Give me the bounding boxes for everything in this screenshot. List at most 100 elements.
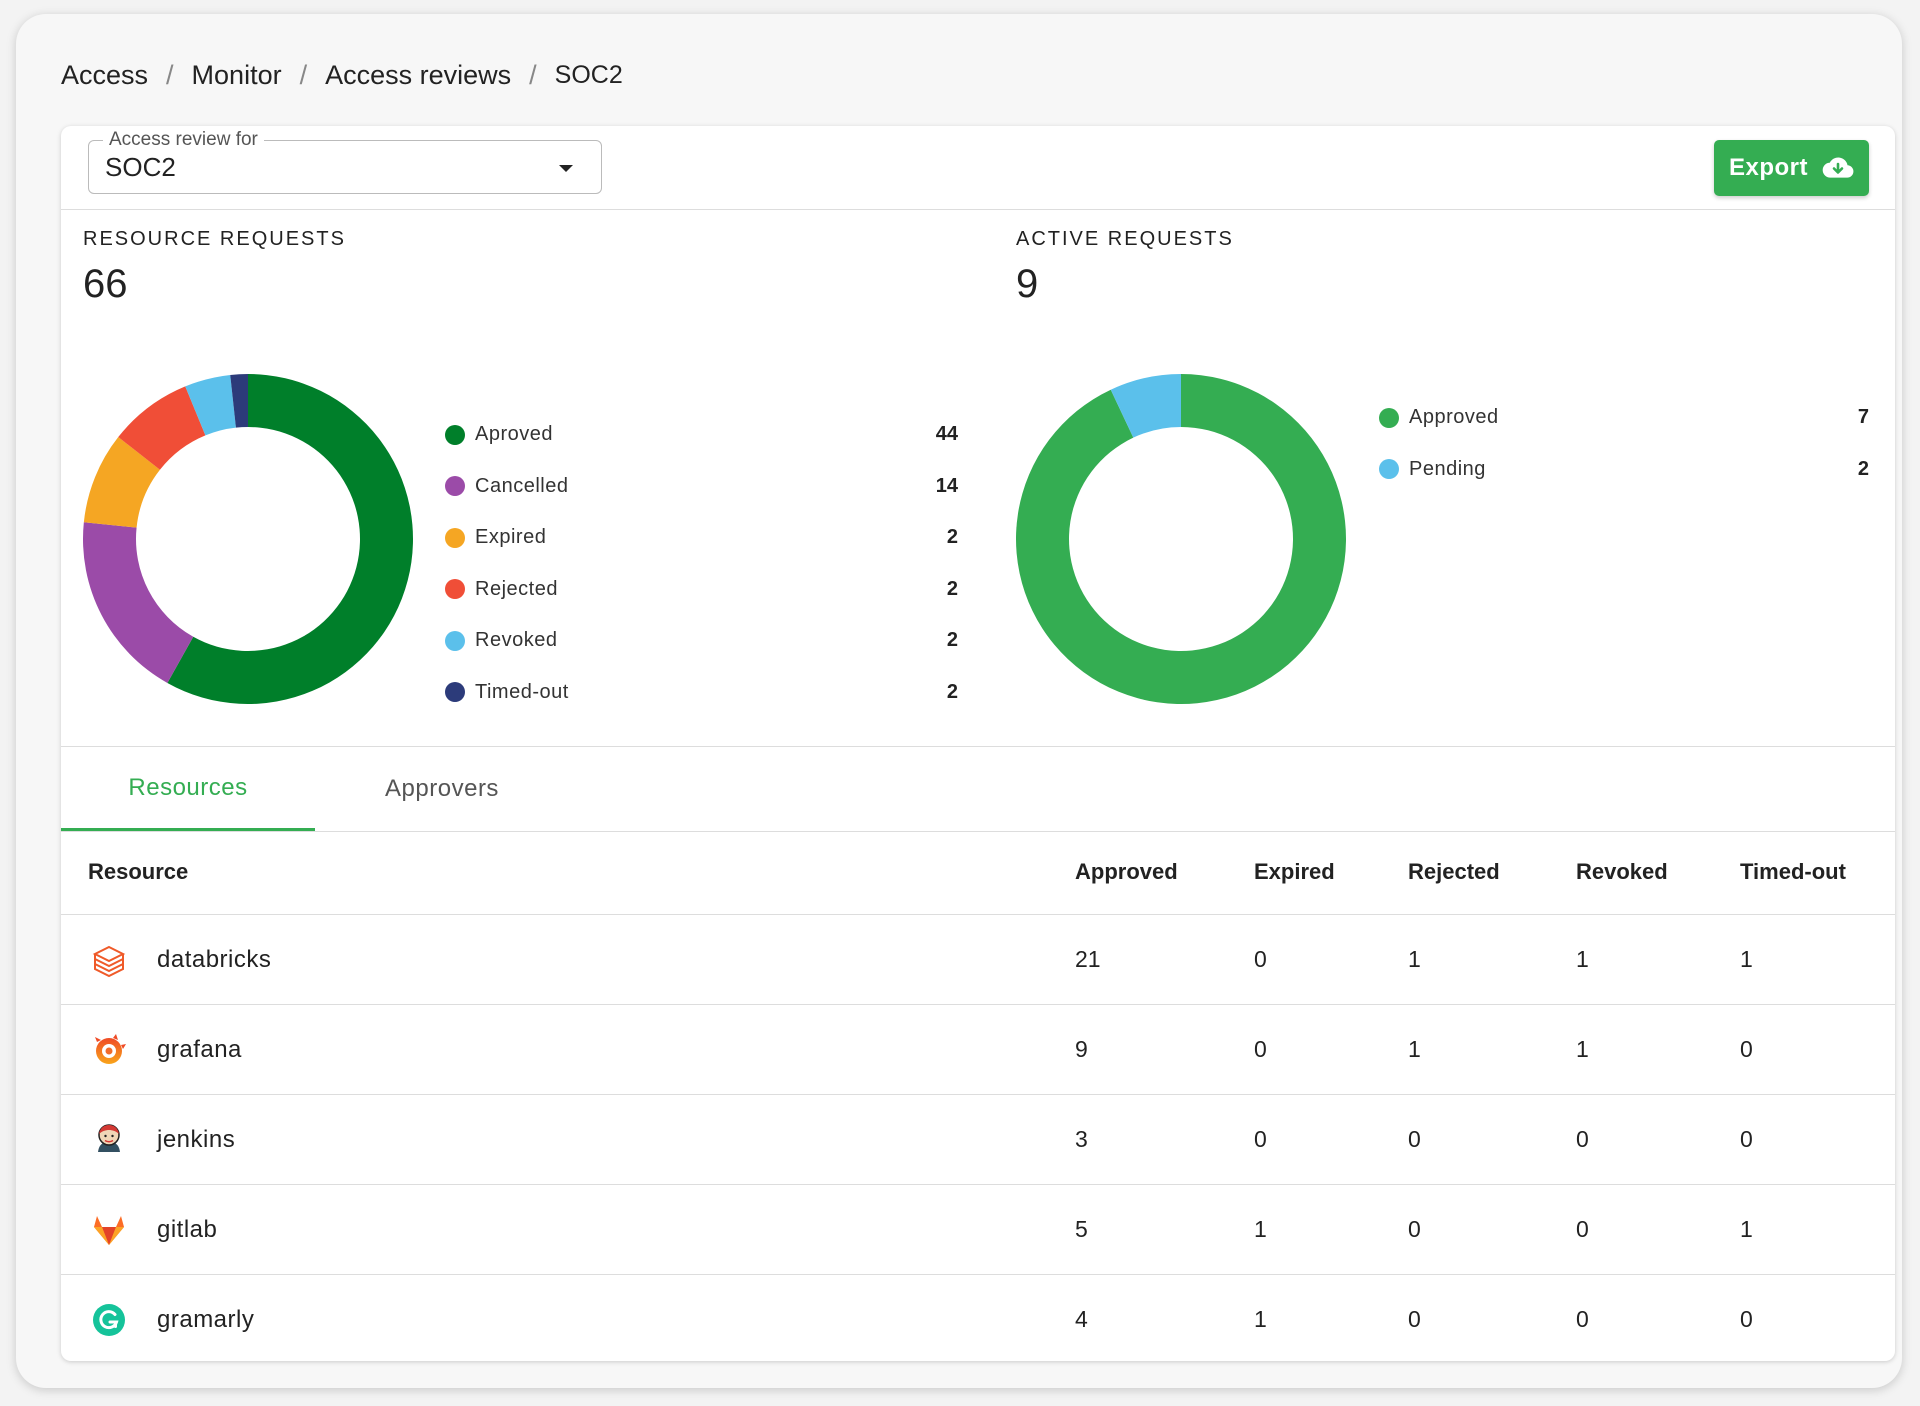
- legend-dot-icon: [445, 527, 465, 548]
- resources-table: Resource Approved Expired Rejected Revok…: [61, 830, 1895, 1361]
- resource-requests-slice-cancelled: [83, 522, 194, 683]
- table-row[interactable]: gitlab 5 1 0 0 1: [61, 1185, 1895, 1275]
- cell-revoked: 0: [1576, 1306, 1589, 1332]
- cell-timed-out: 0: [1740, 1036, 1753, 1062]
- active-requests-legend: Approved 7 Pending 2: [1379, 392, 1869, 495]
- column-expired: Expired: [1254, 859, 1335, 884]
- resource-requests-slice-aproved: [167, 374, 413, 704]
- caret-down-icon: [559, 165, 573, 172]
- table-row[interactable]: databricks 21 0 1 1 1: [61, 915, 1895, 1005]
- cell-expired: 1: [1254, 1306, 1267, 1332]
- cell-expired: 0: [1254, 1036, 1267, 1062]
- access-review-select[interactable]: Access review for SOC2: [88, 129, 602, 194]
- active-requests-slice-pending: [1110, 374, 1181, 438]
- resource-name: databricks: [157, 945, 272, 973]
- resource-requests-slice-timed-out: [230, 374, 248, 428]
- legend-dot-icon: [1379, 459, 1399, 480]
- grafana-icon: [95, 1034, 126, 1064]
- cell-revoked: 1: [1576, 946, 1589, 972]
- resource-name: gitlab: [157, 1215, 218, 1243]
- breadcrumb-separator: /: [166, 60, 174, 90]
- resource-requests-legend-count: 2: [946, 526, 958, 549]
- resource-requests-legend-label: Expired: [475, 526, 547, 549]
- cell-revoked: 0: [1576, 1216, 1589, 1242]
- resource-requests-legend-label: Timed-out: [475, 680, 569, 703]
- cell-approved: 9: [1075, 1036, 1088, 1062]
- table-header: Resource Approved Expired Rejected Revok…: [61, 830, 1895, 915]
- resource-requests-legend-count: 2: [946, 629, 958, 652]
- cell-timed-out: 0: [1740, 1126, 1753, 1152]
- legend-dot-icon: [1379, 407, 1399, 428]
- active-requests-legend-label: Pending: [1409, 457, 1486, 480]
- column-revoked: Revoked: [1576, 859, 1668, 884]
- grammarly-icon: [93, 1304, 125, 1336]
- breadcrumb: Access / Monitor / Access reviews / SOC2: [61, 60, 623, 91]
- cloud-download-icon: [1822, 157, 1854, 178]
- resource-requests-donut: [83, 374, 413, 704]
- legend-dot-icon: [445, 424, 465, 445]
- resource-requests-legend-item: Aproved 44: [445, 409, 958, 461]
- tab-bar: Resources Approvers: [61, 746, 1895, 832]
- gitlab-icon: [94, 1216, 124, 1245]
- tab-resources[interactable]: Resources: [61, 747, 315, 831]
- table-row[interactable]: gramarly 4 1 0 0 0: [61, 1275, 1895, 1361]
- resource-name: grafana: [157, 1035, 242, 1063]
- column-approved: Approved: [1075, 859, 1178, 884]
- active-requests-legend-item: Approved 7: [1379, 392, 1869, 444]
- breadcrumb-separator: /: [299, 60, 308, 90]
- resource-requests-legend-item: Timed-out 2: [445, 667, 958, 719]
- resource-requests-legend: Aproved 44 Cancelled 14 Expired 2 Rejected 2 Rev…: [445, 409, 958, 718]
- cell-expired: 0: [1254, 1126, 1267, 1152]
- legend-dot-icon: [445, 630, 465, 651]
- active-requests-legend-item: Pending 2: [1379, 444, 1869, 496]
- cell-approved: 5: [1075, 1216, 1088, 1242]
- review-toolbar: Access review for SOC2 Export: [61, 126, 1895, 210]
- resource-requests-legend-count: 14: [935, 474, 958, 497]
- access-review-select-value: SOC2: [105, 152, 176, 182]
- resource-requests-legend-item: Expired 2: [445, 512, 958, 564]
- cell-expired: 1: [1254, 1216, 1267, 1242]
- active-requests-legend-count: 7: [1857, 406, 1869, 429]
- legend-dot-icon: [445, 682, 465, 703]
- active-requests-legend-count: 2: [1857, 457, 1869, 480]
- cell-revoked: 0: [1576, 1126, 1589, 1152]
- resource-requests-legend-label: Rejected: [475, 577, 558, 600]
- access-review-card: Access review for SOC2 Export RESOURCE R…: [61, 126, 1895, 1361]
- resource-requests-legend-count: 2: [946, 577, 958, 600]
- resource-requests-slice-rejected: [118, 386, 206, 470]
- table-row[interactable]: jenkins 3 0 0 0 0: [61, 1095, 1895, 1185]
- table-row[interactable]: grafana 9 0 1 1 0: [61, 1005, 1895, 1095]
- resource-requests-legend-item: Revoked 2: [445, 615, 958, 667]
- resource-requests-slice-expired: [83, 437, 160, 528]
- resource-requests-legend-item: Rejected 2: [445, 564, 958, 616]
- cell-timed-out: 1: [1740, 1216, 1753, 1242]
- breadcrumb-current: SOC2: [554, 61, 623, 89]
- databricks-icon: [92, 945, 126, 978]
- cell-rejected: 0: [1408, 1216, 1421, 1242]
- resource-requests-legend-label: Aproved: [475, 423, 553, 446]
- legend-dot-icon: [445, 476, 465, 497]
- export-button[interactable]: Export: [1714, 140, 1869, 196]
- cell-approved: 4: [1075, 1306, 1088, 1332]
- cell-rejected: 1: [1408, 1036, 1421, 1062]
- active-requests-title: ACTIVE REQUESTS: [1016, 228, 1234, 250]
- resource-requests-title: RESOURCE REQUESTS: [83, 228, 346, 250]
- cell-rejected: 1: [1408, 946, 1421, 972]
- resource-name: jenkins: [157, 1125, 236, 1153]
- cell-expired: 0: [1254, 946, 1267, 972]
- access-review-select-label: Access review for: [103, 129, 264, 151]
- app-window: Access / Monitor / Access reviews / SOC2…: [16, 14, 1902, 1388]
- active-requests-donut: [1016, 374, 1346, 704]
- legend-dot-icon: [445, 579, 465, 600]
- breadcrumb-access-reviews[interactable]: Access reviews: [325, 60, 512, 90]
- export-button-label: Export: [1728, 154, 1808, 181]
- jenkins-icon: [98, 1124, 120, 1152]
- resource-requests-legend-label: Revoked: [475, 629, 558, 652]
- resource-requests-legend-count: 44: [935, 423, 958, 446]
- active-requests-legend-label: Approved: [1409, 406, 1499, 429]
- breadcrumb-access[interactable]: Access: [61, 60, 149, 90]
- cell-approved: 21: [1075, 946, 1101, 972]
- breadcrumb-monitor[interactable]: Monitor: [191, 60, 282, 90]
- tab-approvers[interactable]: Approvers: [385, 775, 499, 802]
- column-rejected: Rejected: [1408, 859, 1500, 884]
